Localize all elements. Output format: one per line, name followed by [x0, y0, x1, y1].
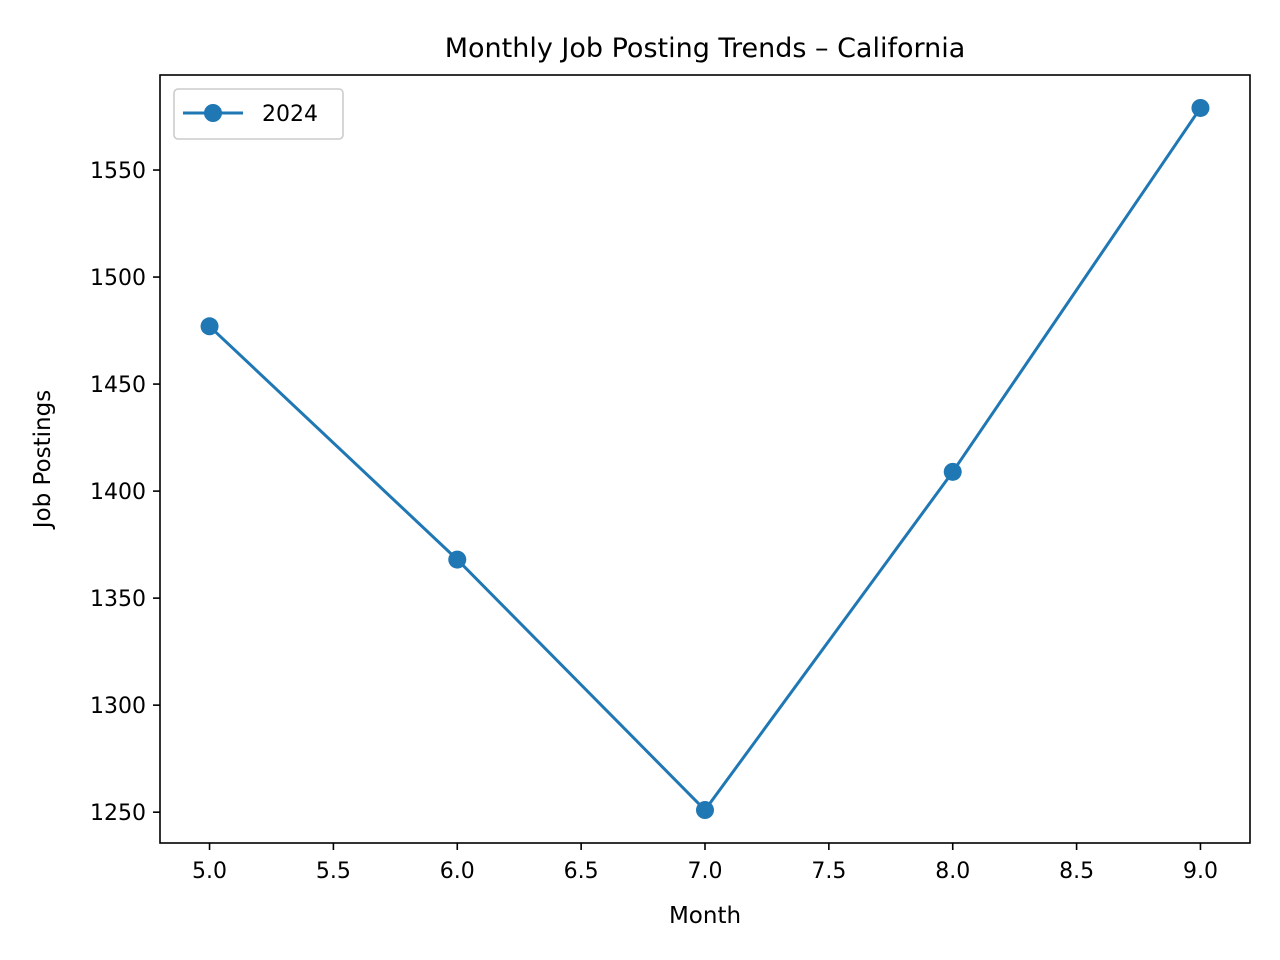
legend-box — [173, 88, 344, 140]
x-tick-label: 8.5 — [1059, 859, 1094, 884]
legend: 2024 — [173, 88, 344, 140]
y-tick-label: 1250 — [90, 801, 146, 826]
y-tick-label: 1300 — [90, 694, 146, 719]
y-tick-label: 1550 — [90, 159, 146, 184]
x-axis-ticks: 5.0 5.5 6.0 6.5 7.0 7.5 8.0 8.5 9.0 — [192, 843, 1218, 884]
legend-swatch-marker — [204, 104, 222, 122]
y-tick-label: 1350 — [90, 587, 146, 612]
x-axis-label: Month — [669, 903, 741, 929]
y-axis-ticks: 1250 1300 1350 1400 1450 1500 1550 — [90, 159, 160, 826]
x-tick-label: 9.0 — [1183, 859, 1218, 884]
y-tick-label: 1500 — [90, 266, 146, 291]
x-tick-label: 6.5 — [564, 859, 599, 884]
y-tick-label: 1400 — [90, 480, 146, 505]
y-axis-label: Job Postings — [30, 390, 56, 530]
chart-title: Monthly Job Posting Trends – California — [445, 33, 966, 64]
x-tick-label: 5.0 — [192, 859, 227, 884]
legend-label: 2024 — [262, 102, 318, 127]
data-point-marker — [448, 550, 467, 569]
data-point-marker — [943, 462, 962, 481]
plot-frame — [159, 74, 1251, 844]
x-tick-label: 7.5 — [811, 859, 846, 884]
y-tick-label: 1450 — [90, 373, 146, 398]
x-tick-label: 8.0 — [935, 859, 970, 884]
data-point-marker — [1191, 98, 1210, 117]
x-tick-label: 6.0 — [440, 859, 475, 884]
x-tick-label: 5.5 — [316, 859, 351, 884]
series-group — [200, 98, 1210, 820]
x-tick-label: 7.0 — [688, 859, 723, 884]
data-point-marker — [696, 801, 714, 820]
data-point-marker — [200, 317, 219, 336]
